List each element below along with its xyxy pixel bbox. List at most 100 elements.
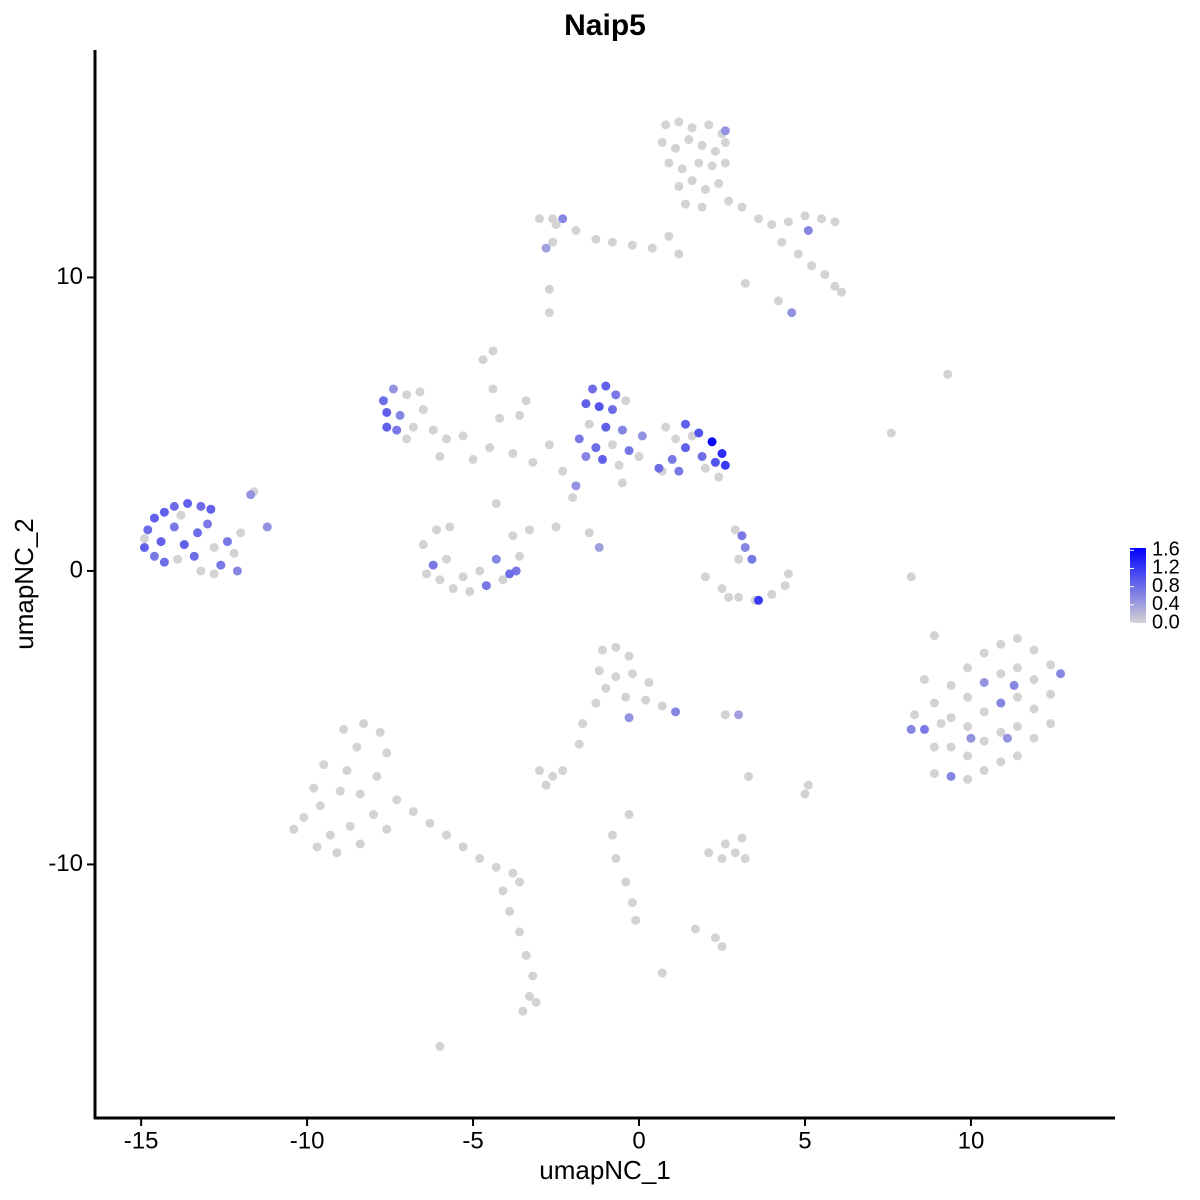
cell-point [382, 422, 392, 432]
cell-point [714, 472, 724, 482]
cell-point [1012, 663, 1022, 673]
cell-point [375, 727, 385, 737]
cell-point [319, 760, 329, 770]
cell-point [1012, 751, 1022, 761]
cell-point [624, 713, 634, 723]
cell-point [641, 695, 651, 705]
cell-point [1012, 692, 1022, 702]
cell-point [979, 736, 989, 746]
cell-point [442, 434, 452, 444]
cell-point [528, 971, 538, 981]
cell-point [534, 214, 544, 224]
cell-point [996, 727, 1006, 737]
cell-point [621, 396, 631, 406]
cell-point [515, 551, 525, 561]
cell-point [425, 818, 435, 828]
cell-point [767, 589, 777, 599]
cell-point [1012, 633, 1022, 643]
cell-point [222, 537, 232, 547]
cell-point [368, 810, 378, 820]
cell-point [684, 135, 694, 145]
cell-point [498, 575, 508, 585]
x-tick-label: -5 [462, 1127, 483, 1154]
cell-point [754, 595, 764, 605]
cell-point [491, 862, 501, 872]
cell-point [936, 719, 946, 729]
cell-point [820, 270, 830, 280]
cell-point [468, 454, 478, 464]
cell-point [139, 542, 149, 552]
cell-point [943, 369, 953, 379]
cell-point [524, 991, 534, 1001]
cell-point [392, 425, 402, 435]
cell-point [607, 405, 617, 415]
cell-point [680, 443, 690, 453]
x-tick-label: 10 [958, 1127, 985, 1154]
cell-point [325, 830, 335, 840]
cell-point [617, 425, 627, 435]
cell-point [793, 249, 803, 259]
cell-point [946, 680, 956, 690]
cell-point [574, 434, 584, 444]
cell-point [724, 592, 734, 602]
cell-point [644, 677, 654, 687]
cell-point [694, 158, 704, 168]
cell-point [179, 540, 189, 550]
cell-point [156, 537, 166, 547]
cell-point [435, 575, 445, 585]
cell-point [442, 830, 452, 840]
cell-point [395, 410, 405, 420]
cell-point [996, 669, 1006, 679]
cell-point [740, 854, 750, 864]
cell-point [189, 551, 199, 561]
cell-point [339, 724, 349, 734]
cell-point [481, 581, 491, 591]
cell-point [159, 507, 169, 517]
cell-point [458, 842, 468, 852]
cell-point [229, 548, 239, 558]
cell-point [614, 460, 624, 470]
cell-point [515, 927, 525, 937]
y-axis-title: umapNC_2 [9, 518, 39, 650]
cell-point [906, 572, 916, 582]
cell-point [551, 522, 561, 532]
cell-point [352, 742, 362, 752]
cell-point [737, 202, 747, 212]
cell-point [634, 451, 644, 461]
cell-point [495, 413, 505, 423]
cell-point [418, 540, 428, 550]
cell-point [571, 225, 581, 235]
cell-point [946, 771, 956, 781]
cell-point [591, 443, 601, 453]
x-axis-title: umapNC_1 [539, 1155, 671, 1185]
cell-point [979, 707, 989, 717]
cell-point [607, 830, 617, 840]
cell-point [929, 698, 939, 708]
cell-point [621, 692, 631, 702]
cell-point [478, 355, 488, 365]
cell-point [803, 225, 813, 235]
cell-point [541, 243, 551, 253]
cell-point [767, 220, 777, 230]
cell-point [515, 410, 525, 420]
cell-point [505, 906, 515, 916]
cell-point [963, 751, 973, 761]
cell-point [730, 848, 740, 858]
cell-point [720, 839, 730, 849]
cell-point [611, 672, 621, 682]
cell-point [206, 504, 216, 514]
cell-point [505, 569, 515, 579]
cell-point [372, 771, 382, 781]
cell-point [607, 440, 617, 450]
cell-point [448, 584, 458, 594]
cell-point [734, 592, 744, 602]
cell-point [355, 789, 365, 799]
cell-point [671, 707, 681, 717]
cell-point [919, 724, 929, 734]
cell-point [309, 783, 319, 793]
cell-point [1046, 719, 1056, 729]
cell-point [591, 234, 601, 244]
cell-point [671, 143, 681, 153]
cell-point [558, 466, 568, 476]
